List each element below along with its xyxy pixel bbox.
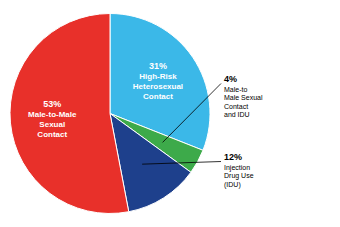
pie	[10, 14, 210, 214]
label-line: Male-to-Male	[28, 109, 77, 118]
label-line: (IDU)	[224, 181, 241, 189]
leader-line	[142, 162, 221, 165]
slice-category-label: Male-to-MaleSexualContact	[28, 109, 77, 138]
label-line: Contact	[37, 129, 67, 138]
label-line: and IDU	[224, 111, 250, 118]
labels: 31%High-RiskHeterosexualContact53%Male-t…	[28, 61, 263, 189]
pie-slice	[10, 14, 129, 214]
label-line: Sexual	[39, 119, 65, 128]
slice-category-label: Male-toMale Sexual Contactand IDU	[224, 86, 263, 119]
slice-value-label: 12%	[224, 152, 242, 162]
label-line: Contact	[224, 103, 248, 110]
label-line: Contact	[143, 91, 173, 100]
label-line: Injection	[224, 164, 250, 172]
label-line: Drug Use	[224, 172, 254, 180]
chart-svg: 31%High-RiskHeterosexualContact53%Male-t…	[0, 0, 340, 227]
slice-category-label: InjectionDrug Use(IDU)	[224, 164, 254, 189]
slice-value-label: 53%	[43, 99, 61, 109]
label-line: Male Sexual	[224, 94, 263, 101]
slice-value-label: 31%	[149, 61, 167, 71]
label-line: Heterosexual	[133, 81, 183, 90]
label-line: High-Risk	[139, 71, 177, 80]
chart-container: 31%High-RiskHeterosexualContact53%Male-t…	[0, 0, 340, 227]
label-line: Male-to	[224, 86, 247, 93]
slice-category-label: High-RiskHeterosexualContact	[133, 71, 183, 100]
slice-value-label: 4%	[224, 74, 237, 84]
leader-line	[163, 84, 221, 143]
